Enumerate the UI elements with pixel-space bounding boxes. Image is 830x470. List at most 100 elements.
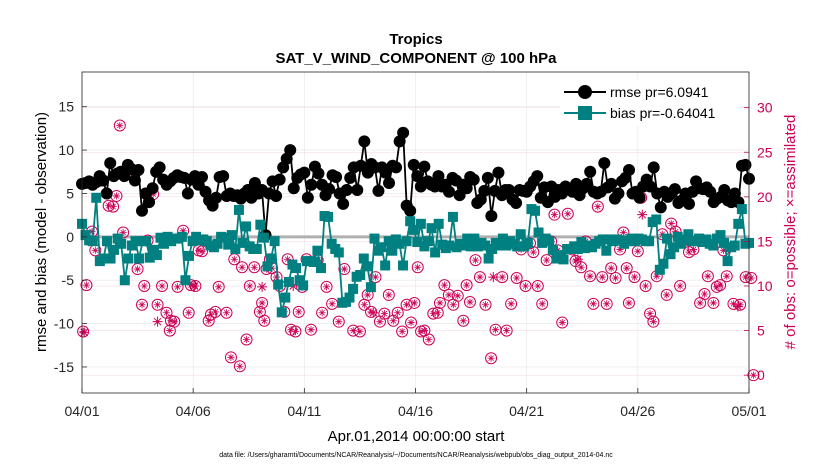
bias-point — [148, 244, 159, 255]
rmse-point — [598, 157, 611, 170]
obs-possible-point — [136, 298, 149, 311]
obs-possible-point — [382, 288, 395, 301]
obs-star — [594, 203, 602, 211]
obs-possible-point — [316, 306, 329, 319]
bias-point — [483, 253, 494, 264]
rmse-point — [305, 178, 318, 191]
obs-star — [260, 317, 268, 325]
obs-possible-point — [258, 314, 271, 327]
obs-star — [284, 255, 292, 263]
obs-possible-point — [431, 306, 444, 319]
bias-point — [683, 229, 694, 240]
obs-circle — [292, 305, 305, 318]
obs-possible-point — [500, 324, 513, 337]
obs-circle — [660, 288, 673, 301]
obs-circle — [256, 296, 269, 309]
obs-star — [716, 281, 724, 289]
obs-star — [403, 301, 411, 309]
rmse-point — [612, 187, 625, 200]
obs-possible-point — [391, 306, 404, 319]
obs-star — [166, 326, 174, 335]
obs-circle — [527, 246, 540, 259]
obs-possible-point — [660, 288, 673, 301]
obs-circle — [171, 280, 184, 293]
obs-circle — [575, 261, 588, 274]
rmse-point — [404, 204, 417, 217]
obs-star — [356, 327, 364, 336]
obs-circle — [378, 307, 391, 320]
bias-point — [430, 247, 441, 258]
rmse-point — [383, 177, 396, 190]
bias-point — [230, 243, 241, 254]
obs-star — [170, 318, 178, 326]
obs-star — [215, 283, 223, 291]
obs-star — [642, 282, 650, 290]
y-tick-label: -5 — [62, 272, 75, 288]
obs-circle — [587, 297, 600, 310]
obs-star — [116, 121, 124, 130]
obs-circle — [485, 352, 498, 365]
obs-circle — [536, 297, 549, 310]
bias-point — [529, 205, 540, 216]
rmse-point — [143, 196, 156, 209]
obs-circle — [224, 351, 237, 364]
obs-possible-point — [510, 271, 523, 284]
bias-point — [112, 233, 123, 244]
obs-circle — [156, 280, 169, 292]
obs-star — [598, 273, 606, 281]
obs-possible-point — [107, 200, 120, 213]
obs-circle — [622, 296, 635, 309]
obs-circle — [556, 316, 569, 329]
obs-circle — [463, 296, 476, 309]
obs-star — [198, 247, 206, 255]
rmse-point — [503, 183, 516, 196]
obs-circle — [647, 315, 660, 328]
obs-star — [407, 318, 415, 327]
bias-point — [419, 241, 430, 252]
bias-point — [276, 307, 287, 318]
obs-star — [222, 309, 231, 317]
bias-point — [323, 211, 334, 222]
obs-star — [112, 192, 121, 200]
obs-circle — [714, 279, 727, 292]
bias-point — [294, 275, 305, 286]
bias-point — [558, 254, 569, 265]
bias-point — [405, 216, 416, 227]
obs-circle — [168, 315, 181, 328]
obs-star — [236, 362, 244, 370]
obs-possible-point — [138, 280, 151, 292]
obs-star — [410, 299, 418, 307]
y-tick-label: -10 — [54, 316, 74, 332]
obs-star — [140, 282, 148, 290]
rmse-point — [718, 183, 731, 196]
chart-title: Tropics — [389, 31, 442, 48]
obs-star — [503, 326, 511, 335]
obs-star — [689, 245, 698, 254]
bias-point — [308, 256, 319, 267]
bias-point — [708, 240, 719, 251]
obs-circle — [258, 314, 271, 327]
obs-circle — [77, 325, 90, 338]
bias-point — [447, 211, 458, 222]
obs-star — [704, 272, 712, 280]
obs-possible-point — [451, 289, 464, 302]
obs-circle — [600, 297, 613, 310]
y-axis-label: rmse and bias (model - observation) — [33, 112, 50, 352]
bias-point — [547, 244, 558, 255]
x-tick-label: 04/01 — [64, 403, 99, 419]
obs-possible-point — [80, 279, 93, 292]
obs-star — [367, 308, 375, 316]
obs-circle — [220, 306, 233, 319]
rmse-point — [287, 182, 300, 195]
obs-possible-point — [320, 280, 333, 293]
obs-possible-point — [365, 305, 378, 318]
bias-point — [380, 260, 391, 271]
obs-star — [487, 354, 495, 362]
obs-possible-point — [701, 270, 714, 283]
obs-star — [385, 291, 393, 299]
obs-possible-point — [212, 280, 225, 293]
rmse-point — [323, 183, 336, 196]
bias-point — [369, 233, 380, 244]
bias-point — [312, 245, 323, 256]
obs-circle — [320, 280, 333, 293]
